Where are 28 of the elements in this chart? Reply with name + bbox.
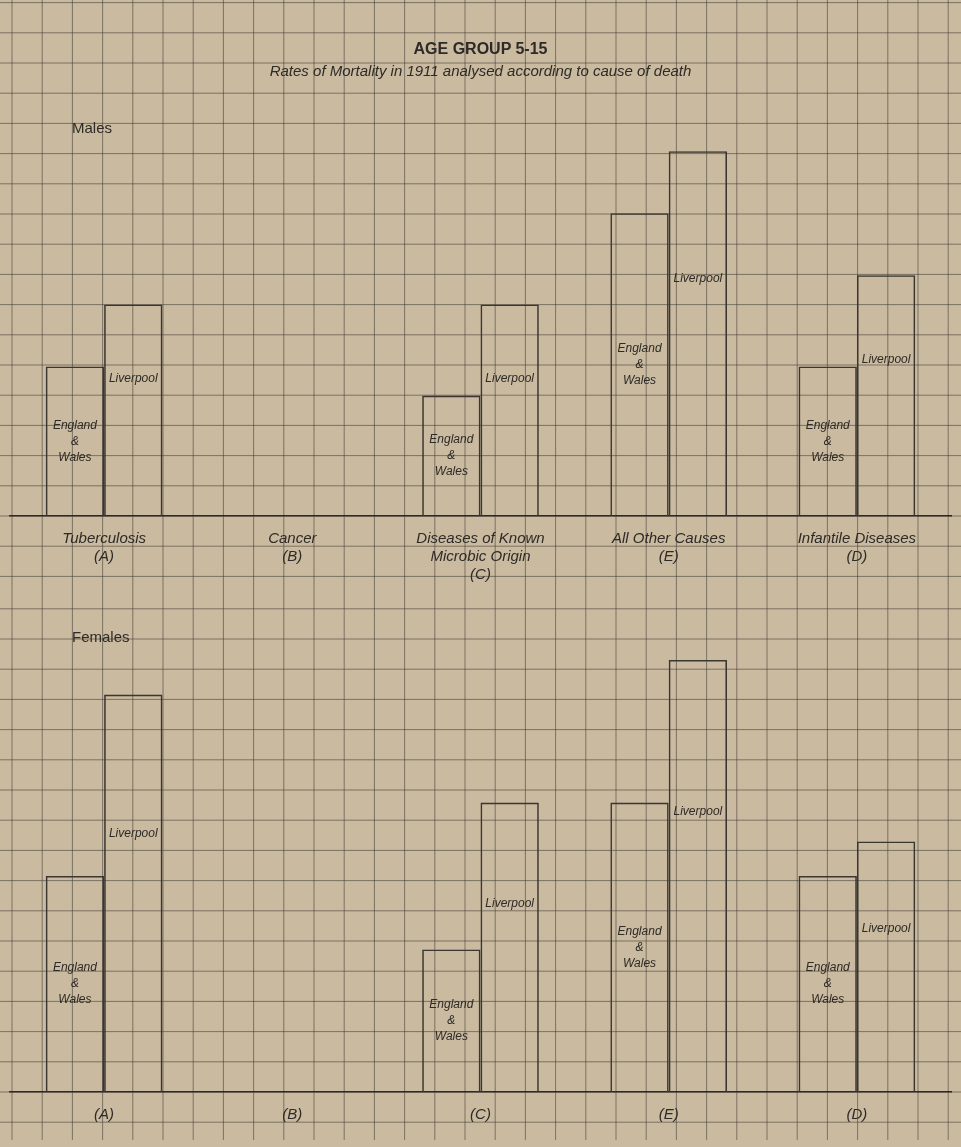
x-tick-label: (E) <box>658 1105 679 1123</box>
series-label: England & Wales <box>429 997 474 1044</box>
x-tick-label: Diseases of Known Microbic Origin (C) <box>416 529 545 583</box>
text: Liverpool <box>485 370 535 385</box>
x-tick-label: (C) <box>470 1105 491 1123</box>
x-tick-label: All Other Causes (E) <box>611 529 726 565</box>
text: England & Wales <box>52 417 97 464</box>
x-tick-label: (D) <box>846 1105 868 1123</box>
text: England & Wales <box>617 340 662 387</box>
series-label: England & Wales <box>429 432 474 479</box>
text: Males <box>72 118 113 136</box>
text: Liverpool <box>108 370 158 385</box>
text: England & Wales <box>805 417 850 464</box>
x-tick-label: (A) <box>94 1105 115 1123</box>
text: Females <box>72 627 130 645</box>
chart-title: AGE GROUP 5-15 <box>413 40 548 58</box>
x-tick-label: Infantile Diseases (D) <box>797 529 917 565</box>
text: Liverpool <box>485 896 535 911</box>
text: Liverpool <box>861 921 911 936</box>
x-tick-label: Cancer (B) <box>268 529 318 565</box>
text: England & Wales <box>52 960 97 1007</box>
text: England & Wales <box>617 923 662 970</box>
x-tick-label: (B) <box>282 1105 303 1123</box>
text: Liverpool <box>861 351 911 366</box>
x-tick-label: Tuberculosis (A) <box>62 529 147 565</box>
text: Liverpool <box>108 826 158 841</box>
chart-subtitle: Rates of Mortality in 1911 analysed according to cause of death <box>269 62 692 80</box>
text: England & Wales <box>805 960 850 1007</box>
